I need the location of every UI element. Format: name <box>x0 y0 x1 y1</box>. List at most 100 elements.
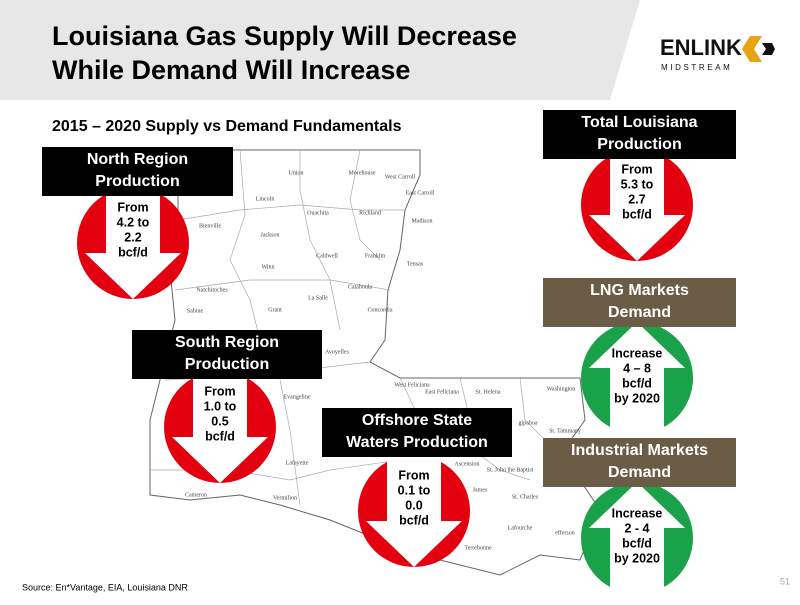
subtitle: 2015 – 2020 Supply vs Demand Fundamental… <box>52 118 402 135</box>
callout-body: by 2020 <box>614 551 660 565</box>
map-label: Washington <box>547 386 576 392</box>
map-label: James <box>473 487 488 493</box>
callout-body: 2.7 <box>628 192 645 206</box>
logo: ENLINK MIDSTREAM <box>660 35 775 72</box>
map-label: Ascension <box>455 461 480 467</box>
callout-body: 4.2 to <box>117 215 150 229</box>
arrow <box>589 482 685 594</box>
callout-body: bcf/d <box>118 245 148 259</box>
map-label: Caldwell <box>316 253 338 259</box>
callout-heading-box <box>543 278 736 327</box>
title-line: Louisiana Gas Supply Will Decrease <box>52 21 517 51</box>
callout-heading-box <box>322 408 512 457</box>
callout-heading-box <box>132 330 322 379</box>
map-label: Winn <box>261 264 274 270</box>
callout-heading: Production <box>185 356 269 373</box>
title-line: While Demand Will Increase <box>52 55 410 85</box>
callout-heading: Demand <box>608 464 671 481</box>
map-label: Concordia <box>368 307 393 313</box>
map-label: East Carroll <box>406 190 435 196</box>
callout-body: 1.0 to <box>204 399 237 413</box>
map-label: Terrebonne <box>464 545 492 551</box>
map-label: Lincoln <box>256 196 275 202</box>
state-outline <box>149 149 601 576</box>
callout-body: From <box>621 162 652 176</box>
callout-body: 2.2 <box>124 230 141 244</box>
map-label: Union <box>289 170 304 176</box>
callout-heading: LNG Markets <box>590 282 689 299</box>
callout-body: From <box>117 200 148 214</box>
callout-body: 4 – 8 <box>623 361 651 375</box>
callout-heading: Offshore State <box>362 412 472 429</box>
callout-heading-box <box>543 438 736 487</box>
page-number: 51 <box>780 576 790 586</box>
map-label: Franklin <box>365 253 385 259</box>
map-label: Jackson <box>261 232 280 238</box>
callout-body: bcf/d <box>399 513 429 527</box>
map-label: Sabine <box>187 308 204 314</box>
map-label: efferson <box>555 529 575 536</box>
callout-body: bcf/d <box>205 429 235 443</box>
title-band <box>0 0 640 100</box>
callout-heading: Production <box>597 136 681 153</box>
callout-body: From <box>204 384 235 398</box>
map-label: West Feliciana <box>394 382 430 388</box>
map-label: Madison <box>412 218 433 224</box>
callout-body: Increase <box>612 346 663 360</box>
callout-heading: South Region <box>175 334 279 351</box>
map-label: La Salle <box>308 295 328 301</box>
map-label: Richland <box>359 210 381 216</box>
callout-heading: Industrial Markets <box>571 442 708 459</box>
map-label: West Carroll <box>385 174 416 180</box>
map-label: Bienville <box>199 223 221 229</box>
callout-heading: Waters Production <box>346 434 488 451</box>
map-label: St. Charles <box>512 494 539 500</box>
map-label: Avoyelles <box>325 349 350 355</box>
callout-heading-box <box>42 147 233 196</box>
callout-body: Increase <box>612 506 663 520</box>
callout-body: by 2020 <box>614 391 660 405</box>
arrow <box>172 371 268 483</box>
callout-body: 5.3 to <box>621 177 654 191</box>
logo-name: ENLINK <box>660 35 742 60</box>
map-label: Natchitoches <box>196 287 228 293</box>
map-label: gipahoa <box>519 420 538 426</box>
map-label: Grant <box>268 307 282 313</box>
map-label: Lafayette <box>286 459 309 466</box>
callout-heading-box <box>543 110 736 159</box>
logo-mark <box>762 43 775 55</box>
source-note: Source: En*Vantage, EIA, Louisiana DNR <box>22 582 188 592</box>
arrow <box>589 322 685 434</box>
map-label: Catahoula <box>348 284 373 290</box>
callout-body: bcf/d <box>622 376 652 390</box>
callout-heading: Total Louisiana <box>581 114 697 131</box>
map-label: East Feliciana <box>425 389 459 395</box>
callout-heading: Demand <box>608 304 671 321</box>
arrow <box>589 149 685 261</box>
map-label: Morehouse <box>349 170 376 176</box>
map-label: Vermilion <box>273 495 297 501</box>
callout-heading: North Region <box>87 151 188 168</box>
callout-body: bcf/d <box>622 536 652 550</box>
callout-body: 0.1 to <box>398 483 431 497</box>
map-label: Evangeline <box>284 394 311 400</box>
callout-body: 2 - 4 <box>624 521 649 535</box>
logo-mark <box>742 36 762 62</box>
arrow <box>366 455 462 567</box>
map-label: Lafourche <box>508 524 533 531</box>
arrow <box>85 187 181 299</box>
map-label: St. Helena <box>476 389 501 395</box>
map-label: Ouachita <box>307 210 329 216</box>
map-label: Tensas <box>407 261 424 267</box>
logo-tagline: MIDSTREAM <box>661 63 732 72</box>
callout-body: From <box>398 468 429 482</box>
callout-body: 0.5 <box>211 414 228 428</box>
map-label: Cameron <box>185 492 207 498</box>
